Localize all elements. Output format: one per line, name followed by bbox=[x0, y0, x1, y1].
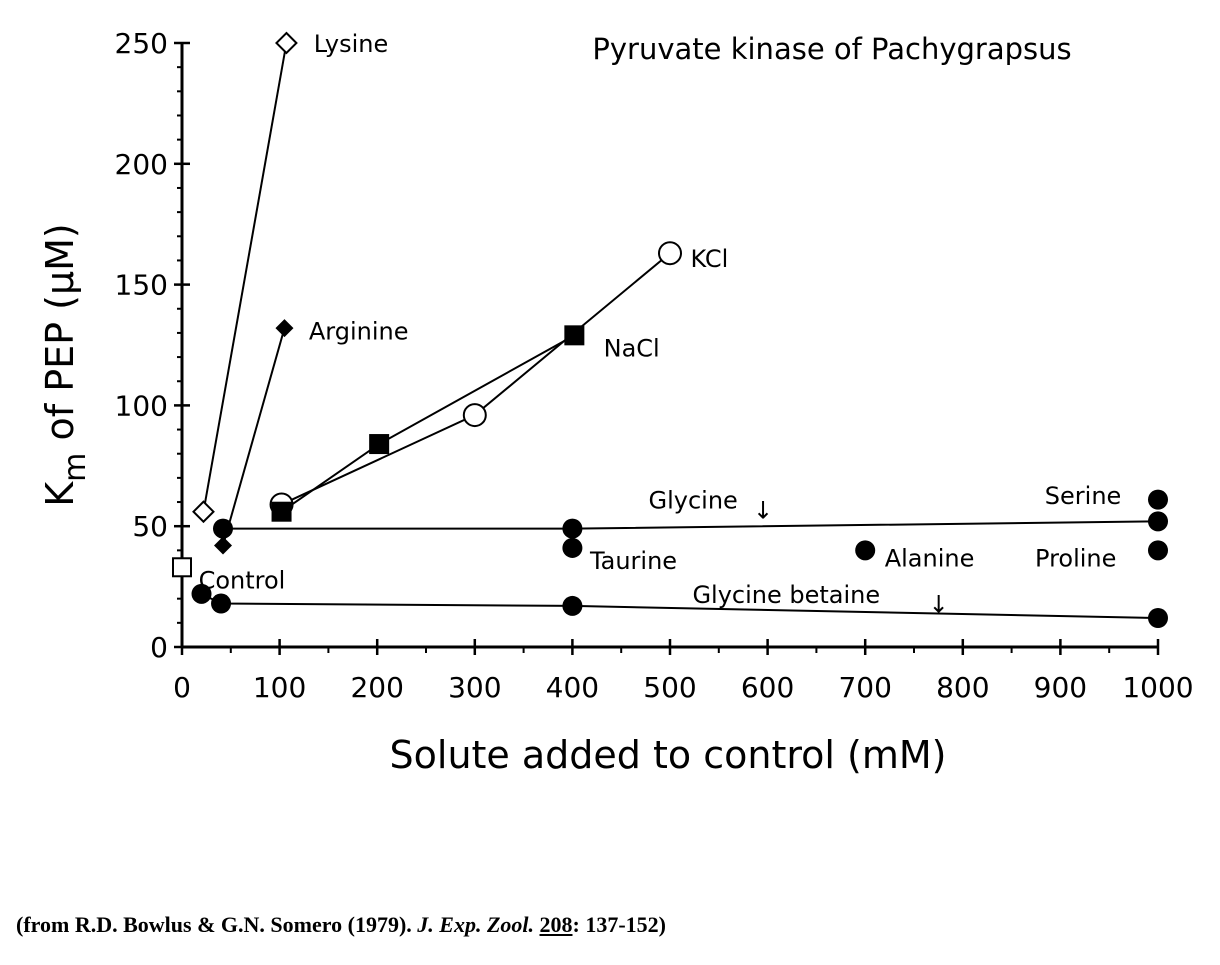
annotation-arrow-5: ↓ bbox=[753, 496, 773, 524]
x-tick-label-500: 500 bbox=[643, 671, 696, 704]
y-tick-label-200: 200 bbox=[115, 148, 168, 181]
annotation-control-10: Control bbox=[199, 566, 286, 594]
x-tick-label-900: 900 bbox=[1034, 671, 1087, 704]
y-tick-label-150: 150 bbox=[115, 269, 168, 302]
annotation-glycine-betaine-11: Glycine betaine bbox=[692, 581, 880, 609]
x-tick-label-200: 200 bbox=[350, 671, 403, 704]
point-serine-0 bbox=[1148, 489, 1168, 510]
x-tick-label-1000: 1000 bbox=[1122, 671, 1193, 704]
point-lysine-0 bbox=[192, 500, 215, 524]
annotation-lysine-0: Lysine bbox=[314, 30, 389, 58]
point-nacl-0 bbox=[271, 501, 292, 522]
line-arginine bbox=[222, 327, 286, 546]
point-taurine-0 bbox=[562, 537, 583, 558]
annotation-taurine-7: Taurine bbox=[589, 547, 677, 575]
point-glycine-betaine-0 bbox=[191, 583, 212, 604]
citation-journal: J. Exp. Zool. bbox=[417, 912, 534, 937]
point-glycine-2 bbox=[1148, 511, 1168, 532]
x-tick-label-700: 700 bbox=[838, 671, 891, 704]
line-lysine bbox=[202, 42, 288, 512]
x-tick-label-300: 300 bbox=[448, 671, 501, 704]
line-glycine bbox=[222, 520, 1159, 530]
point-lysine-1 bbox=[275, 31, 298, 55]
point-arginine-1 bbox=[275, 319, 294, 338]
y-axis-title-k: K bbox=[38, 481, 82, 507]
point-glycine-betaine-1 bbox=[211, 593, 232, 614]
x-tick-label-800: 800 bbox=[936, 671, 989, 704]
citation-suffix: : 137-152) bbox=[572, 912, 666, 937]
y-tick-label-100: 100 bbox=[115, 389, 168, 422]
x-tick-label-600: 600 bbox=[741, 671, 794, 704]
point-control-0 bbox=[172, 557, 192, 578]
annotation-alanine-8: Alanine bbox=[885, 545, 975, 573]
annotation-arrow-12: ↓ bbox=[929, 591, 949, 619]
citation: (from R.D. Bowlus & G.N. Somero (1979). … bbox=[16, 912, 666, 938]
y-tick-label-50: 50 bbox=[132, 510, 168, 543]
point-nacl-2 bbox=[564, 325, 585, 346]
y-axis-title-rest: of PEP (μM) bbox=[38, 223, 82, 452]
x-tick-label-100: 100 bbox=[253, 671, 306, 704]
point-kcl-1 bbox=[462, 403, 487, 428]
point-alanine-0 bbox=[855, 540, 876, 561]
y-axis-title-subscript: m bbox=[58, 453, 93, 482]
annotation-arginine-1: Arginine bbox=[309, 318, 409, 346]
annotations: Lysine Arginine KCl NaCl Glycine ↓ Serine Tauri… bbox=[199, 30, 1122, 619]
x-axis-title: Solute added to control (mM) bbox=[390, 733, 947, 777]
x-tick-label-0: 0 bbox=[173, 671, 191, 704]
axes: 0 50 100 150 200 250 0 100 200 300 400 500 600 700 800… bbox=[115, 27, 1194, 704]
y-axis-title: Km of PEP (μM) bbox=[38, 223, 93, 506]
point-kcl-2 bbox=[658, 241, 682, 266]
y-tick-label-0: 0 bbox=[150, 631, 168, 664]
chart-title: Pyruvate kinase of Pachygrapsus bbox=[592, 32, 1071, 66]
point-glycine-betaine-3 bbox=[1148, 608, 1168, 629]
data-markers bbox=[172, 31, 1168, 629]
annotation-nacl-3: NaCl bbox=[604, 334, 660, 362]
point-glycine-betaine-2 bbox=[562, 595, 583, 616]
annotation-kcl-2: KCl bbox=[690, 245, 728, 273]
annotation-proline-9: Proline bbox=[1035, 545, 1116, 573]
annotation-glycine-4: Glycine bbox=[649, 487, 738, 515]
citation-prefix: (from R.D. Bowlus & G.N. Somero (1979). bbox=[16, 912, 418, 937]
annotation-serine-6: Serine bbox=[1045, 482, 1122, 510]
x-tick-label-400: 400 bbox=[546, 671, 599, 704]
line-kcl bbox=[281, 252, 671, 506]
line-nacl bbox=[280, 334, 575, 513]
citation-volume: 208 bbox=[539, 912, 573, 937]
point-proline-0 bbox=[1148, 540, 1168, 561]
svg-text:Km of PEP (μM): Km of PEP (μM) bbox=[38, 223, 93, 506]
point-nacl-1 bbox=[369, 434, 390, 455]
point-glycine-0 bbox=[212, 518, 233, 539]
y-tick-label-250: 250 bbox=[115, 27, 168, 60]
point-glycine-1 bbox=[562, 518, 583, 539]
point-arginine-0 bbox=[213, 536, 232, 555]
line-glycine-betaine bbox=[201, 592, 1159, 620]
